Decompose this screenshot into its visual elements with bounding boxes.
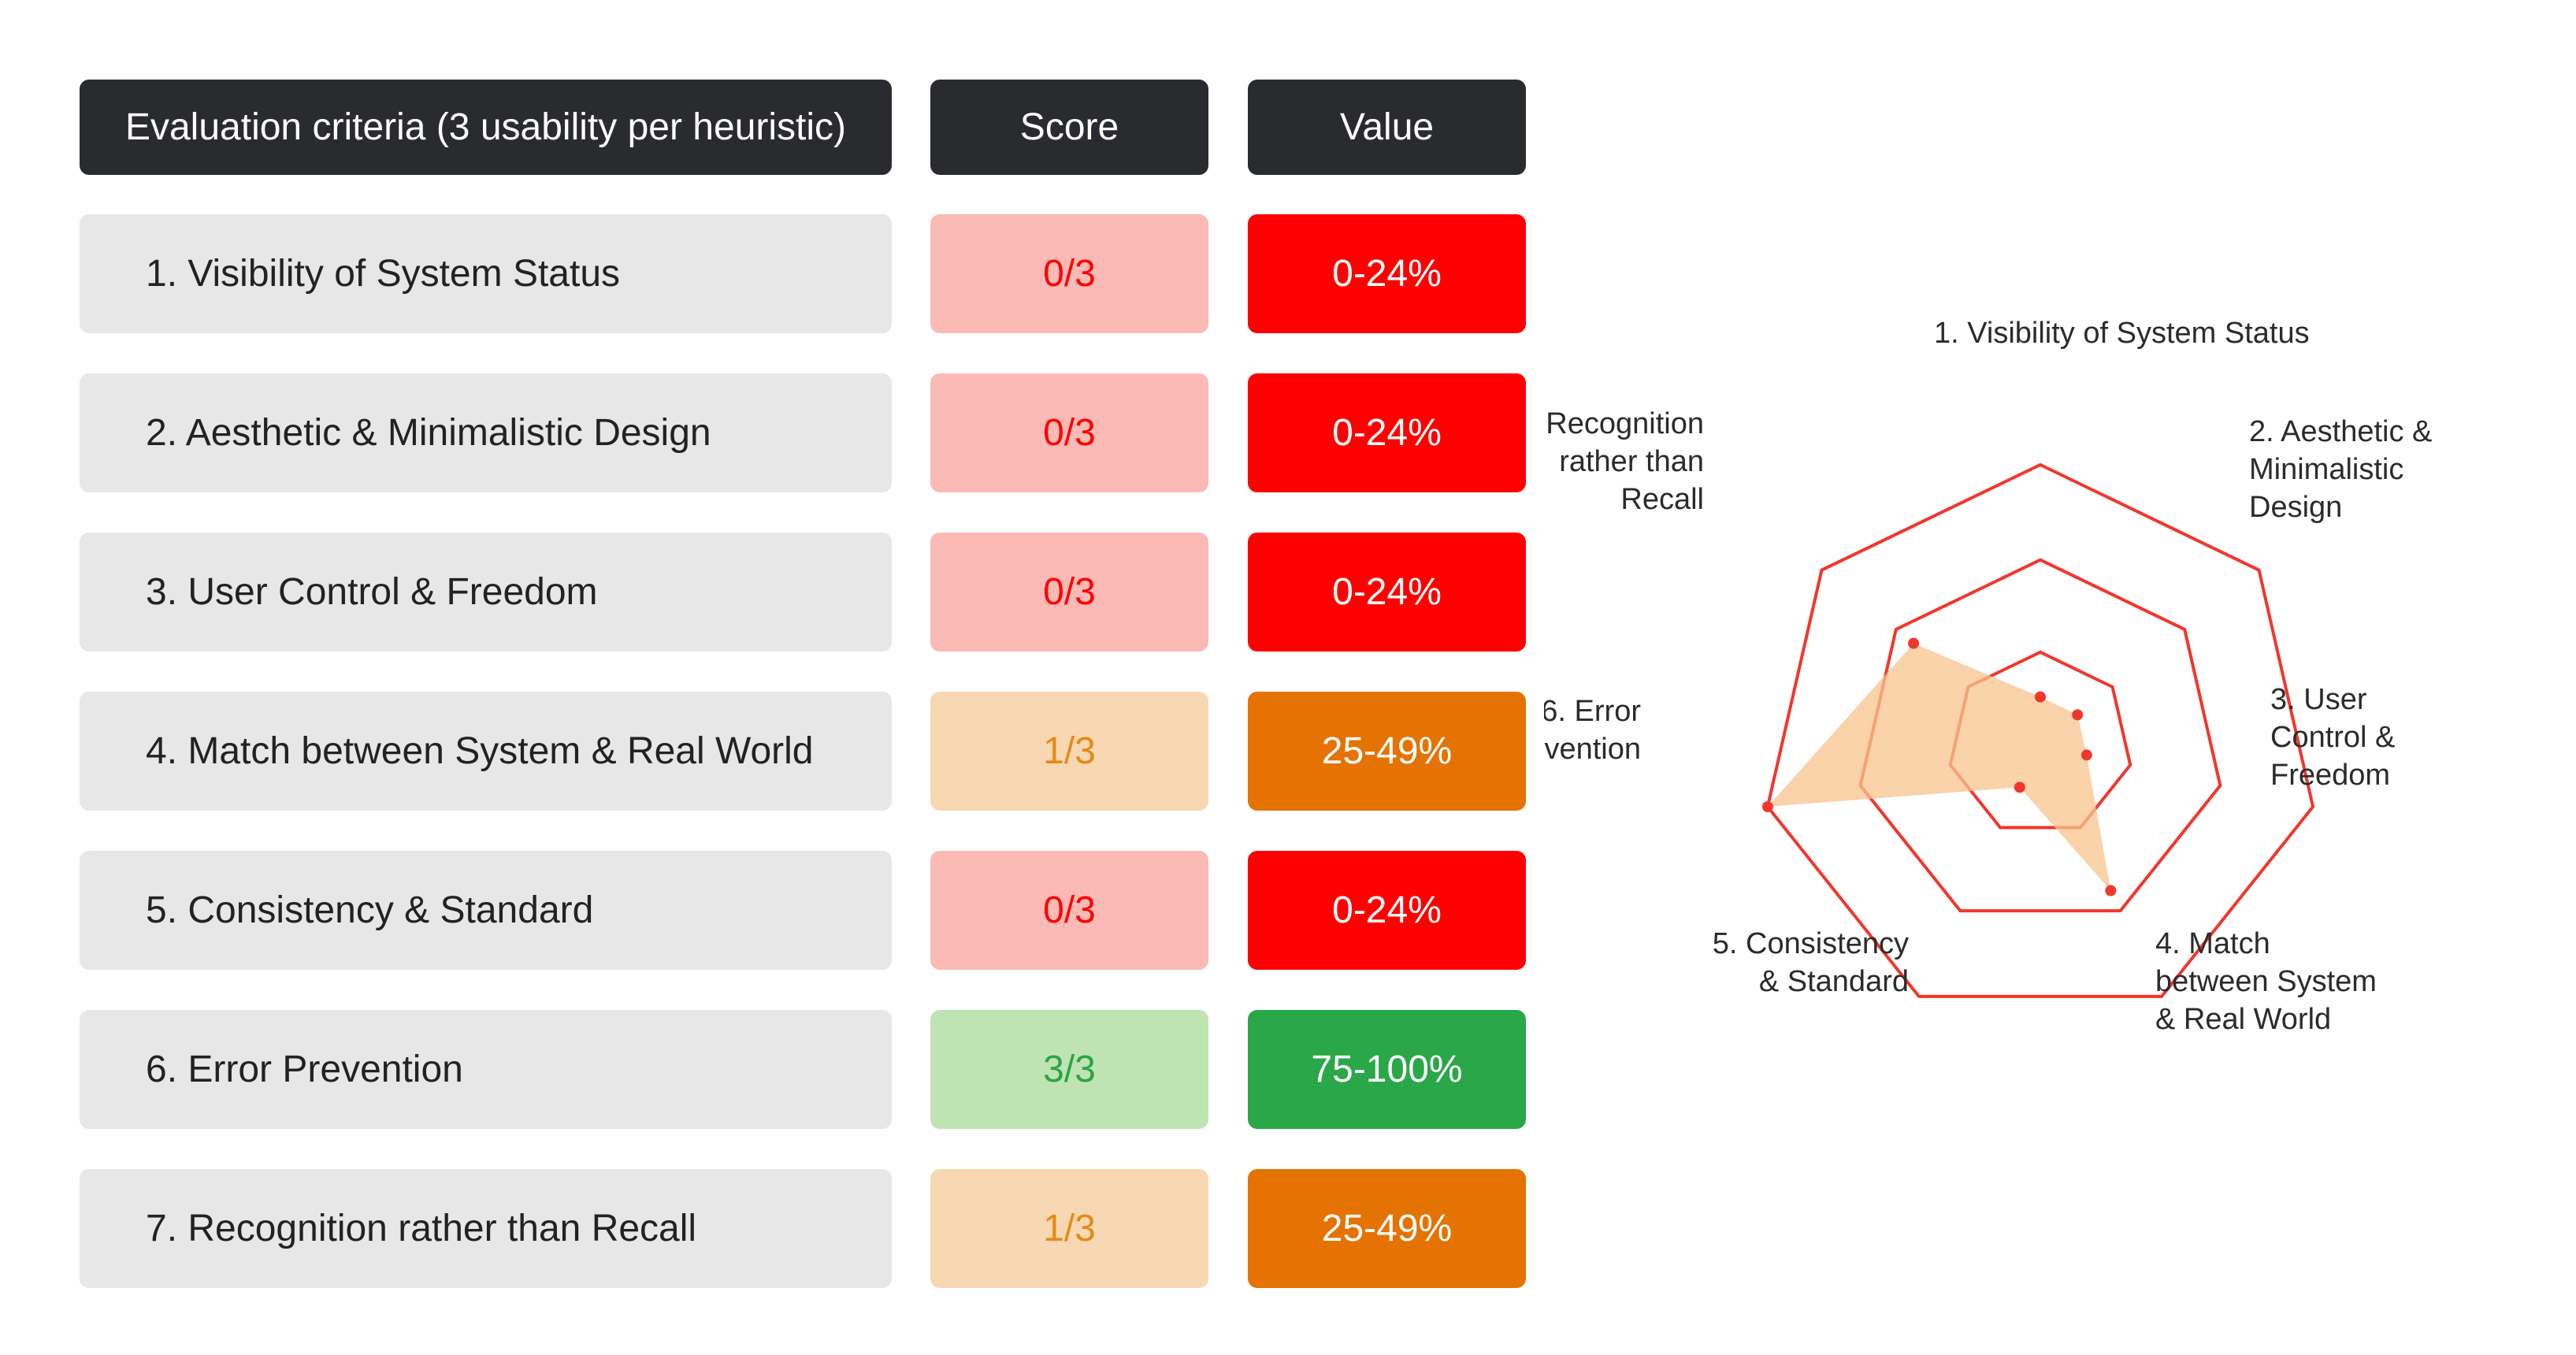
radar-ring	[1858, 558, 2222, 913]
radar-axis-label: 1. Visibility of System Status	[1934, 317, 2310, 350]
criterion-label: 2. Aesthetic & Minimalistic Design	[80, 373, 892, 492]
radar-data-point	[2035, 691, 2046, 703]
radar-data-point	[2072, 709, 2084, 721]
score-badge: 1/3	[930, 1169, 1208, 1288]
radar-ring	[1765, 462, 2315, 998]
value-badge: 0-24%	[1248, 533, 1526, 652]
criterion-label: 1. Visibility of System Status	[80, 214, 892, 333]
header-value: Value	[1248, 80, 1526, 175]
criterion-label: 7. Recognition rather than Recall	[80, 1169, 892, 1288]
radar-chart: 1. Visibility of System Status 2. Aesthet…	[1544, 317, 2432, 1036]
radar-axis-label: 2. Aesthetic & Minimalistic Design	[2249, 415, 2432, 524]
radar-axis-label: 5. Consistency & Standard	[1713, 927, 1909, 998]
value-badge: 0-24%	[1248, 214, 1526, 333]
radar-data-point	[2014, 781, 2025, 793]
value-badge: 25-49%	[1248, 692, 1526, 811]
header-criteria: Evaluation criteria (3 usability per heu…	[80, 80, 892, 175]
criterion-label: 5. Consistency & Standard	[80, 851, 892, 970]
radar-data-point	[2105, 885, 2117, 897]
score-badge: 1/3	[930, 692, 1208, 811]
criterion-label: 3. User Control & Freedom	[80, 533, 892, 652]
score-badge: 0/3	[930, 214, 1208, 333]
value-badge: 0-24%	[1248, 851, 1526, 970]
score-badge: 0/3	[930, 373, 1208, 492]
radar-data-point	[1761, 800, 1773, 812]
score-badge: 3/3	[930, 1010, 1208, 1129]
value-badge: 25-49%	[1248, 1169, 1526, 1288]
radar-data-area	[1767, 643, 2111, 891]
header-score: Score	[930, 80, 1208, 175]
criterion-label: 6. Error Prevention	[80, 1010, 892, 1129]
radar-data-point	[1908, 637, 1920, 649]
criterion-label: 4. Match between System & Real World	[80, 692, 892, 811]
value-badge: 75-100%	[1248, 1010, 1526, 1129]
score-badge: 0/3	[930, 851, 1208, 970]
radar-data-point	[2080, 749, 2092, 761]
radar-axis-label: 3. User Control & Freedom	[2270, 683, 2395, 792]
radar-axis-label: 4. Match between System & Real World	[2155, 927, 2377, 1036]
score-badge: 0/3	[930, 533, 1208, 652]
value-badge: 0-24%	[1248, 373, 1526, 492]
